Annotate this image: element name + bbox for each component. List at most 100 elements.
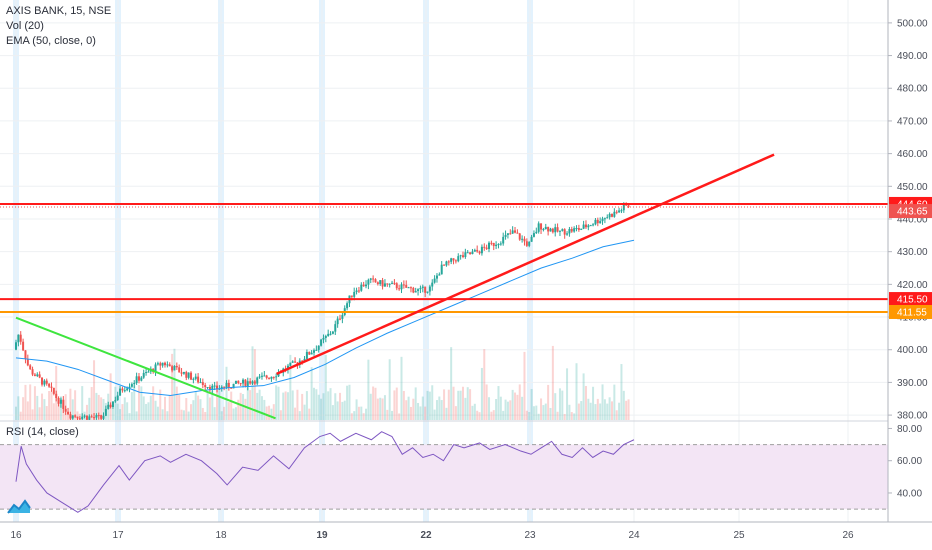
candle-body [428,286,431,292]
candle-body [69,414,72,419]
volume-bar [428,391,431,420]
volume-bar [180,409,183,420]
candle-body [395,283,398,289]
symbol-title[interactable]: AXIS BANK, 15, NSE [6,5,112,17]
volume-bar [312,387,315,420]
volume-bar [102,398,105,420]
candle-body [532,233,535,237]
volume-bar [69,388,72,420]
volume-bar [582,373,585,420]
candle-body [251,381,254,384]
candle-body [521,238,524,240]
candle-body [535,231,538,234]
ema-legend[interactable]: EMA (50, close, 0) [6,35,96,47]
vol-legend[interactable]: Vol (20) [6,20,44,32]
candle-body [225,382,228,388]
candle-body [185,371,188,378]
volume-bar [154,400,157,420]
tradingview-logo-icon[interactable] [6,496,32,518]
candle-body [263,375,266,377]
volume-bar [147,402,150,420]
volume-bar [178,395,181,420]
volume-bar [599,403,602,420]
candle-body [182,371,185,374]
candle-body [175,365,178,368]
volume-bar [301,393,304,420]
volume-bar [417,402,420,420]
volume-bar [166,411,169,420]
price-tick-label: 480.00 [897,84,928,95]
volume-bar [570,412,573,420]
candle-body [119,388,122,396]
volume-bar [104,402,107,420]
volume-bar [149,395,152,420]
volume-bar [282,392,285,420]
candle-body [232,383,235,389]
volume-bar [244,398,247,420]
volume-bar [414,387,417,420]
volume-bar [383,395,386,420]
price-label-box-3 [889,304,932,319]
volume-bar [19,411,22,420]
volume-bar [175,386,178,420]
candle-body [362,284,365,287]
candle-body [294,361,297,363]
volume-bar [587,398,590,420]
volume-bar [488,397,491,420]
volume-bar [225,366,228,420]
candle-body [78,418,81,420]
date-tick-label: 16 [10,530,22,541]
volume-bar [549,407,552,420]
price-tick-label: 500.00 [897,18,928,29]
candle-body [55,393,58,398]
volume-bar [45,406,48,420]
volume-bar [324,354,327,420]
rsi-legend-box: RSI (14, close) [6,425,79,440]
price-label-box-1 [889,204,932,219]
volume-bar [208,397,211,420]
volume-bar [388,359,391,420]
candle-body [504,234,507,237]
candle-body [121,388,124,391]
volume-bar [461,386,464,420]
volume-bar [317,394,320,420]
candle-body [253,381,256,384]
candle-body [137,376,140,381]
candle-body [204,385,207,388]
candle-body [171,366,174,371]
candle-body [142,372,145,378]
candle-body [350,295,353,297]
candle-body [443,264,446,266]
candle-body [291,361,294,363]
volume-bar [123,397,126,420]
candle-body [383,283,386,287]
ema-line [15,239,635,396]
volume-bar [518,384,521,420]
candle-body [570,229,573,232]
trend-line-1 [15,316,276,420]
volume-bar [41,393,44,420]
candle-body [57,397,60,404]
candle-body [339,318,342,320]
volume-bar [95,392,98,420]
volume-bar [43,399,46,420]
rsi-legend[interactable]: RSI (14, close) [6,426,79,438]
volume-bar [596,398,599,420]
volume-bar [577,403,580,420]
volume-bar [322,393,325,420]
candle-body [260,375,263,377]
volume-bar [499,396,502,420]
candle-body [594,219,597,225]
candle-body [71,415,74,419]
volume-bar [211,391,214,420]
volume-bar [74,390,77,420]
candle-body [76,416,79,419]
volume-bar [478,412,481,420]
candle-body [187,372,190,378]
volume-bar [275,385,278,420]
volume-bar [502,410,505,420]
volume-bar [459,390,462,420]
volume-bar [409,406,412,420]
